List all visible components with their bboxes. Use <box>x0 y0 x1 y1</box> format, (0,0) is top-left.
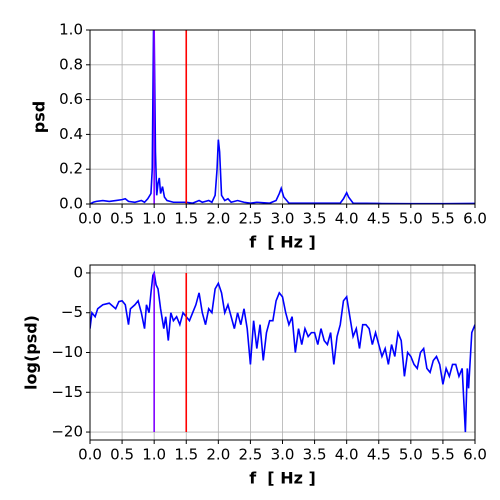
y-tick-label: 0 <box>73 263 83 281</box>
x-tick-label: 2.5 <box>238 446 262 464</box>
x-tick-label: 0.5 <box>110 446 134 464</box>
y-tick-label: 1.0 <box>59 21 83 39</box>
line-series <box>90 270 475 433</box>
x-tick-label: 2.0 <box>206 446 230 464</box>
y-tick-label: −10 <box>51 343 83 361</box>
x-tick-label: 5.5 <box>431 446 455 464</box>
x-tick-label: 4.5 <box>367 446 391 464</box>
x-tick-label: 3.0 <box>271 446 295 464</box>
x-tick-label: 1.5 <box>174 210 198 228</box>
x-tick-label: 2.5 <box>238 210 262 228</box>
y-tick-label: −15 <box>51 383 83 401</box>
x-axis-label: f [ Hz ] <box>249 233 316 252</box>
x-tick-label: 5.0 <box>399 210 423 228</box>
y-tick-label: 0.8 <box>59 55 83 73</box>
y-axis-label: log(psd) <box>22 315 41 390</box>
x-tick-label: 4.0 <box>335 446 359 464</box>
x-tick-label: 4.5 <box>367 210 391 228</box>
x-tick-label: 1.5 <box>174 446 198 464</box>
x-tick-label: 3.0 <box>271 210 295 228</box>
y-tick-label: −5 <box>61 303 83 321</box>
y-tick-label: 0.2 <box>59 160 83 178</box>
x-tick-label: 3.5 <box>303 446 327 464</box>
x-tick-label: 6.0 <box>463 446 487 464</box>
line-series <box>90 30 475 204</box>
y-axis-label: psd <box>30 101 49 133</box>
x-tick-label: 4.0 <box>335 210 359 228</box>
y-tick-label: 0.6 <box>59 90 83 108</box>
x-tick-label: 1.0 <box>142 210 166 228</box>
x-tick-label: 0.0 <box>78 210 102 228</box>
axes-frame <box>89 264 476 441</box>
x-tick-label: 6.0 <box>463 210 487 228</box>
x-tick-label: 0.5 <box>110 210 134 228</box>
y-tick-label: 0.0 <box>59 195 83 213</box>
x-tick-label: 5.5 <box>431 210 455 228</box>
x-axis-label: f [ Hz ] <box>249 469 316 488</box>
x-tick-label: 3.5 <box>303 210 327 228</box>
x-tick-label: 5.0 <box>399 446 423 464</box>
axes-frame <box>89 29 476 205</box>
x-tick-label: 2.0 <box>206 210 230 228</box>
y-tick-label: −20 <box>51 423 83 441</box>
x-tick-label: 0.0 <box>78 446 102 464</box>
y-tick-label: 0.4 <box>59 125 83 143</box>
x-tick-label: 1.0 <box>142 446 166 464</box>
